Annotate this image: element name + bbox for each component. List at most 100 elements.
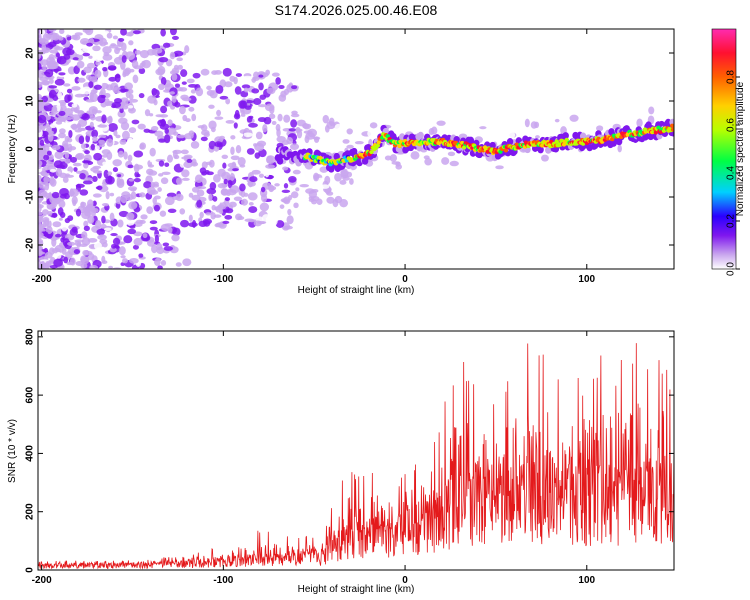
spectrogram-cell — [57, 91, 63, 99]
spectrogram-cell — [243, 132, 253, 138]
spectrogram-cell — [117, 173, 122, 178]
spectrogram-cell — [128, 107, 136, 114]
spectrogram-cell — [47, 133, 54, 142]
spectrogram-cell — [288, 175, 297, 183]
spectrogram-cell — [102, 242, 108, 248]
spectrogram-cell — [142, 233, 148, 239]
spectrogram-cell — [230, 155, 240, 161]
spectrogram-cell — [181, 156, 192, 160]
spectrogram-cell — [342, 139, 350, 144]
spectrogram-cell — [101, 154, 108, 158]
spectrogram-cell — [329, 144, 338, 151]
spectrogram-cell — [171, 234, 180, 242]
spectrogram-cell — [87, 238, 98, 243]
spectrogram-x-tick-label: -200 — [32, 274, 52, 285]
spectrogram-cell — [133, 150, 144, 158]
spectrogram-cell — [107, 175, 113, 184]
spectrogram-cell — [38, 62, 42, 71]
spectrogram-cell — [93, 84, 102, 90]
spectrogram-cell — [175, 177, 183, 185]
spectrogram-cell — [275, 220, 285, 228]
spectrogram-cell — [277, 113, 283, 122]
spectrogram-cell — [38, 244, 43, 251]
spectrogram-cell — [183, 161, 193, 169]
spectrogram-cell — [181, 177, 190, 181]
spectrogram-cell — [68, 129, 73, 139]
spectrogram-cell — [248, 122, 258, 128]
spectrogram-cell — [80, 93, 88, 97]
spectrogram-cell — [100, 82, 109, 90]
spectrogram-cell — [214, 116, 224, 120]
spectrogram-cell — [384, 155, 392, 161]
spectrogram-cell — [62, 143, 69, 150]
spectrogram-cell — [177, 64, 183, 70]
spectrogram-cell — [48, 130, 54, 135]
spectrogram-cell — [188, 214, 193, 222]
spectrogram-cell — [229, 75, 236, 82]
spectrogram-cell — [117, 110, 126, 118]
spectrogram-cell — [85, 205, 92, 213]
spectrogram-cell — [256, 140, 267, 147]
spectrogram-cell — [100, 88, 106, 96]
snr-x-tick-label: 0 — [402, 575, 408, 586]
spectrogram-cell — [128, 201, 138, 210]
spectrogram-cell — [88, 81, 94, 88]
spectrogram-cell — [166, 154, 174, 163]
spectrogram-cell — [55, 251, 62, 260]
spectrogram-cell — [292, 169, 301, 175]
ridge-halo-cell — [537, 146, 544, 154]
spectrogram-cell — [291, 85, 298, 90]
spectrogram-cell — [121, 130, 130, 140]
spectrogram-cell — [320, 184, 330, 189]
spectrogram-cell — [240, 113, 246, 117]
snr-y-tick-label: 400 — [25, 445, 36, 462]
spectrogram-cell — [38, 231, 44, 240]
spectrogram-cell — [71, 114, 81, 121]
spectrogram-cell — [275, 77, 281, 85]
spectrogram-cell — [38, 81, 43, 88]
spectrogram-cell — [113, 130, 118, 137]
ridge-halo-cell — [417, 131, 424, 139]
spectrogram-cell — [269, 105, 275, 114]
spectrogram-cell — [44, 251, 53, 259]
spectrogram-cell — [86, 42, 93, 47]
spectrogram-cell — [160, 77, 167, 86]
spectrogram-cell — [103, 169, 109, 179]
ridge-core-cell — [653, 130, 659, 135]
spectrogram-cell — [120, 195, 128, 204]
spectrogram-cell — [133, 237, 143, 246]
spectrogram-cell — [81, 231, 88, 240]
colorbar-gradient — [711, 28, 737, 270]
spectrogram-cell — [41, 130, 49, 137]
spectrogram-cell — [76, 60, 85, 69]
spectrogram-cell — [398, 158, 405, 163]
spectrogram-cell — [241, 84, 251, 89]
spectrogram-cell — [103, 41, 109, 46]
spectrogram-cell — [132, 30, 141, 35]
spectrogram-cell — [91, 175, 98, 183]
spectrogram-cell — [146, 206, 154, 214]
spectrogram-cell — [71, 86, 81, 91]
spectrogram-cell — [108, 115, 113, 124]
spectrogram-cell — [153, 47, 163, 54]
spectrogram-cell — [105, 191, 110, 200]
spectrogram-cell — [162, 242, 170, 247]
spectrogram-cell — [97, 124, 108, 128]
spectrogram-cell — [171, 73, 178, 81]
spectrogram-cell — [534, 121, 540, 129]
spectrogram-cell — [82, 180, 93, 185]
spectrogram-cell — [150, 181, 156, 188]
spectrogram-cell — [172, 131, 179, 136]
spectrogram-cell — [147, 186, 156, 195]
colorbar: 0.0 0.2 0.4 0.6 0.8 Normalized spectral ampl… — [711, 28, 746, 276]
spectrogram-cell — [63, 83, 71, 87]
spectrogram-cell — [206, 188, 217, 195]
spectrogram-cell — [208, 104, 215, 109]
spectrogram-cell — [287, 208, 292, 216]
spectrogram-cell — [192, 72, 201, 79]
spectrogram-cell — [64, 94, 71, 104]
spectrogram-cell — [53, 258, 64, 267]
spectrogram-cell — [69, 188, 79, 197]
spectrogram-cell — [120, 42, 127, 52]
